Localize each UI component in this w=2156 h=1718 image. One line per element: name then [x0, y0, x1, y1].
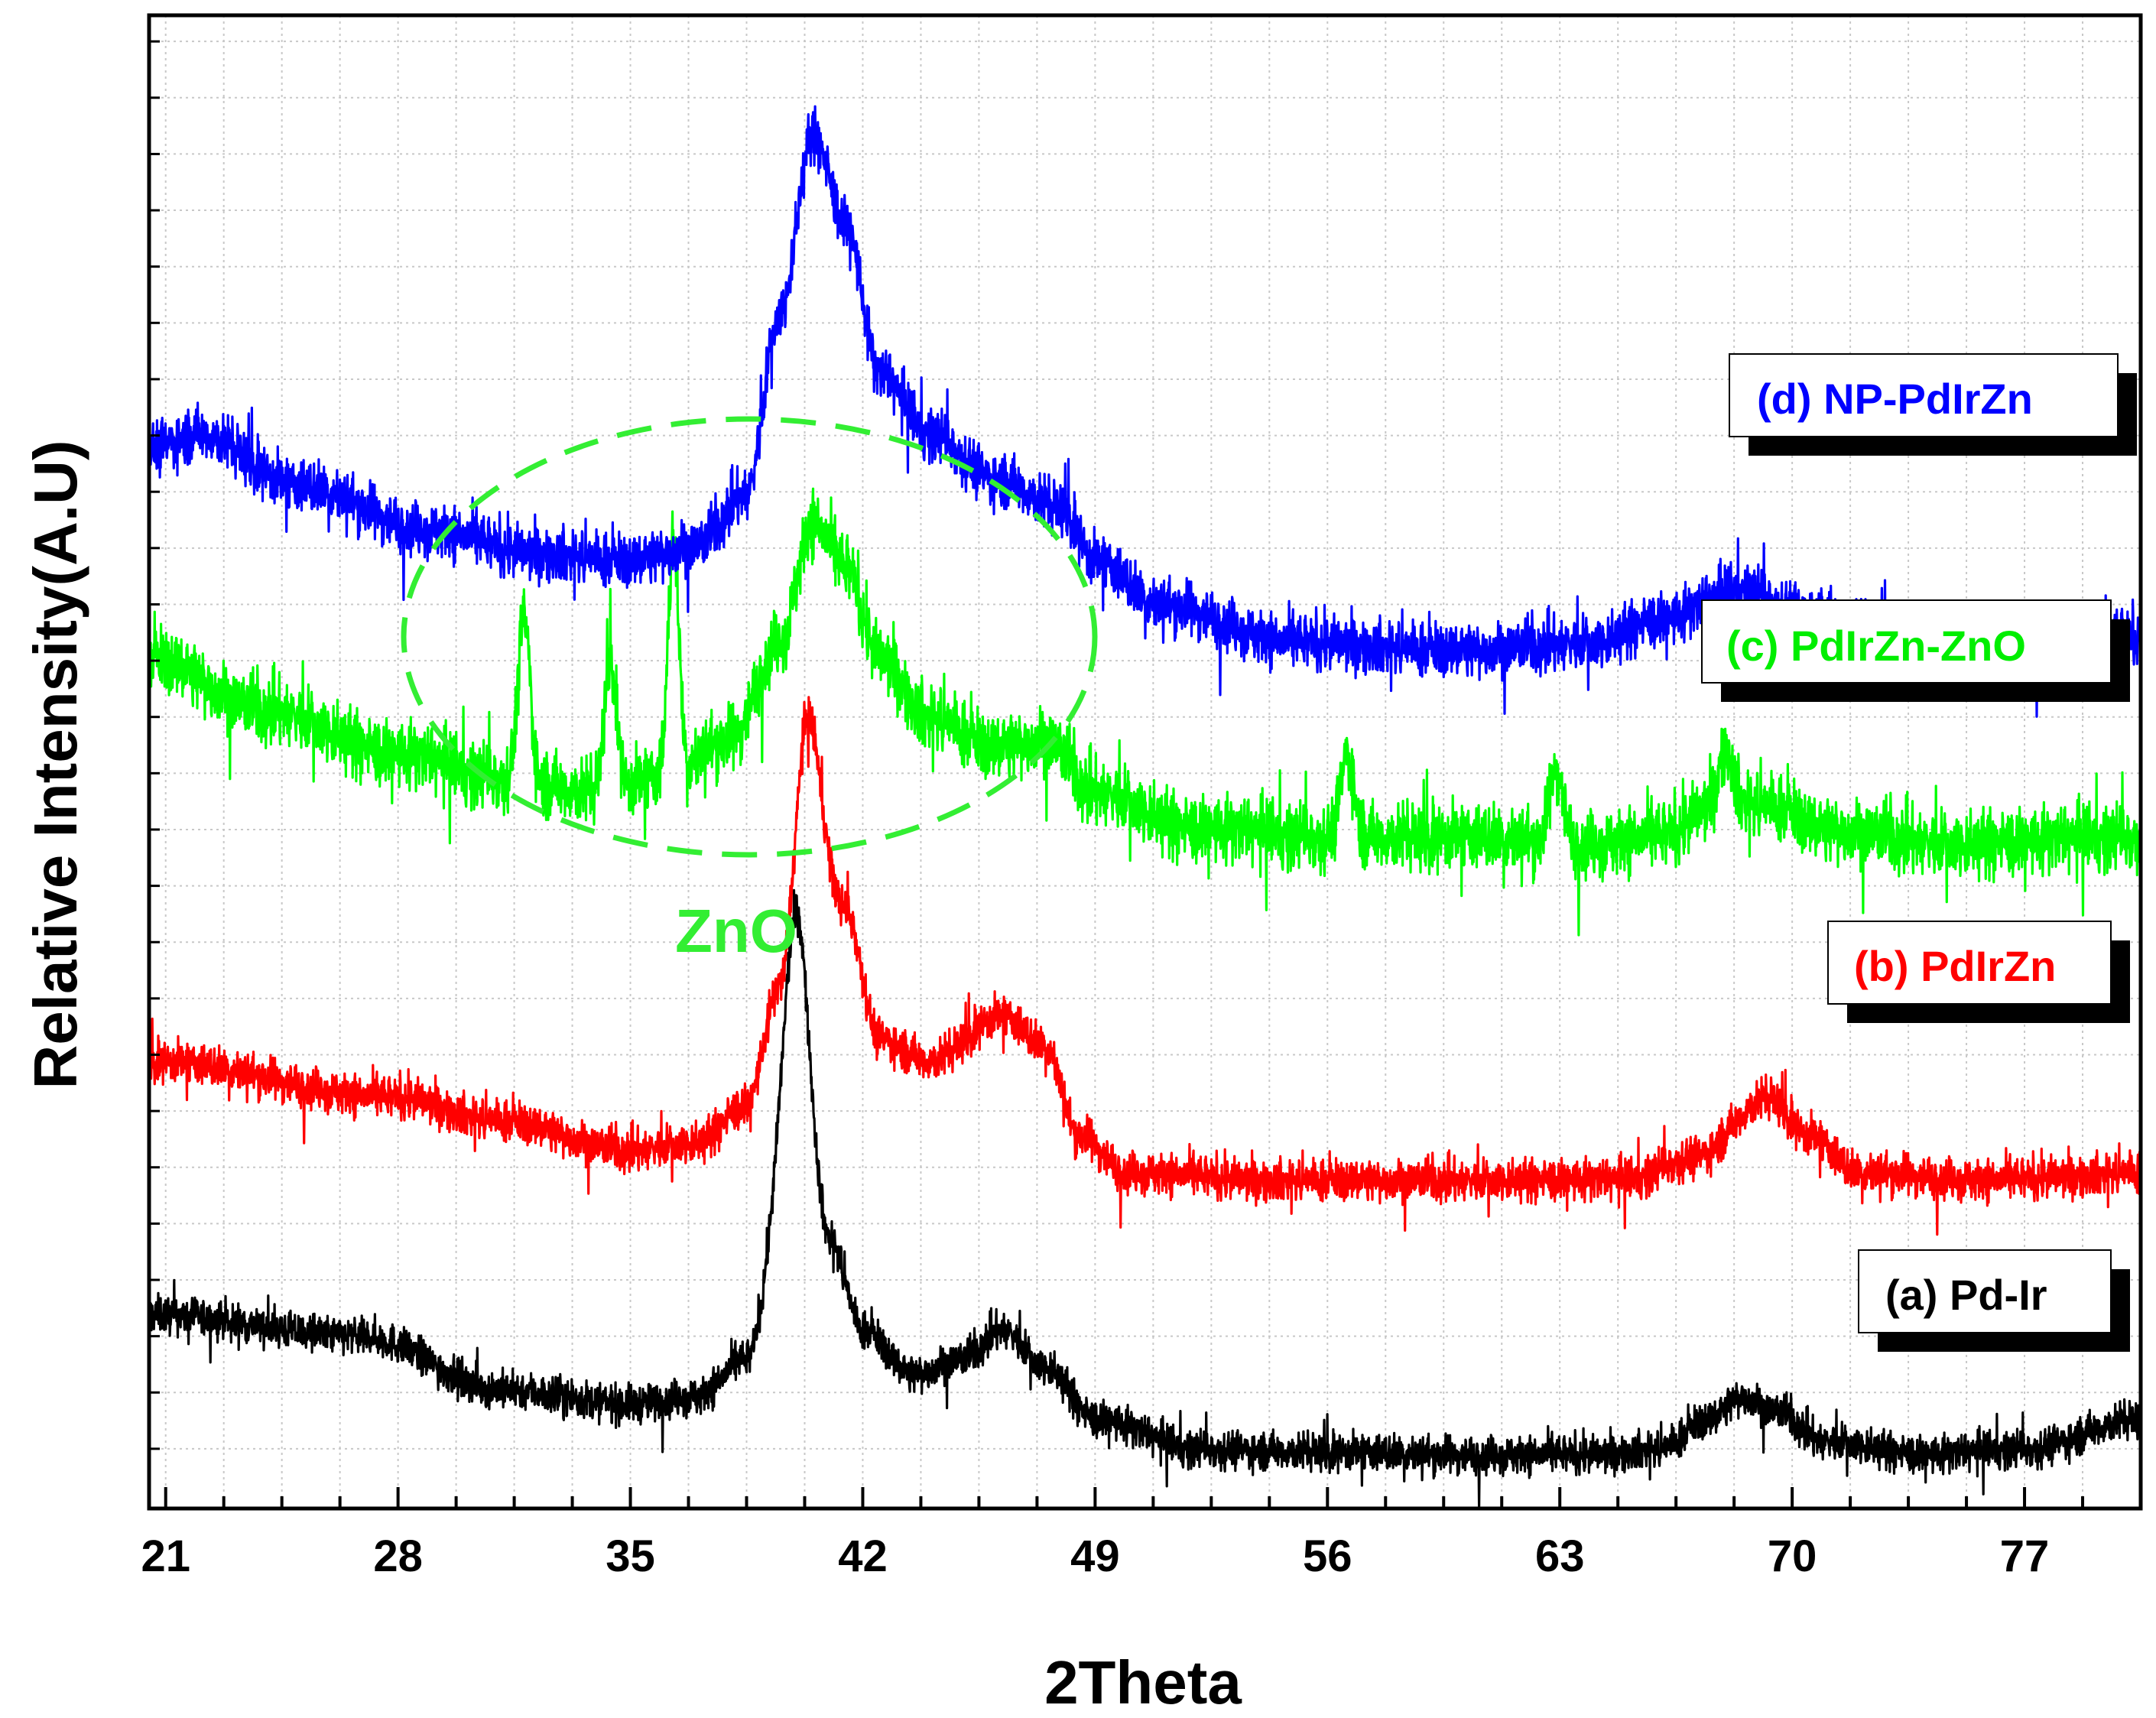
x-tick-label: 56: [1303, 1531, 1352, 1581]
x-tick-label: 42: [838, 1531, 888, 1581]
x-axis-title: 2Theta: [1044, 1648, 1242, 1716]
x-tick-label: 21: [141, 1531, 190, 1581]
legend-box: [1729, 353, 2119, 437]
x-tick-label: 70: [1768, 1531, 1817, 1581]
legend-label-d: (d) NP-PdIrZn: [1757, 375, 2033, 423]
zno-annotation-label: ZnO: [675, 897, 797, 965]
series-line-a: [148, 888, 2142, 1508]
legend-box: [1827, 921, 2112, 1005]
legend-entry-a: (a) Pd-Ir: [1858, 1249, 2130, 1352]
x-tick-label: 77: [2000, 1531, 2050, 1581]
x-tick-label: 35: [606, 1531, 655, 1581]
legend-entry-c: (c) PdIrZn-ZnO: [1701, 599, 2130, 702]
x-tick-label: 63: [1535, 1531, 1585, 1581]
y-axis-title: Relative Intensity(A.U): [21, 440, 89, 1089]
legend-box: [1858, 1249, 2112, 1333]
axis-ticks: [149, 40, 2142, 1509]
zno-dashed-ellipse: [401, 416, 1098, 858]
legend-label-a: (a) Pd-Ir: [1885, 1271, 2047, 1319]
legend-entry-b: (b) PdIrZn: [1827, 921, 2130, 1023]
x-tick-labels: 21 28 35 42 49 56 63 70 77: [141, 1531, 2049, 1581]
legend-box: [1701, 599, 2112, 684]
legend-label-b: (b) PdIrZn: [1854, 942, 2056, 990]
series-line-c: [148, 487, 2142, 937]
legend-label-c: (c) PdIrZn-ZnO: [1726, 622, 2026, 670]
legend-entry-d: (d) NP-PdIrZn: [1729, 353, 2137, 456]
x-tick-label: 28: [373, 1531, 423, 1581]
series-line-b: [148, 696, 2142, 1236]
x-tick-label: 49: [1070, 1531, 1120, 1581]
plot-frame: [147, 13, 2143, 1511]
